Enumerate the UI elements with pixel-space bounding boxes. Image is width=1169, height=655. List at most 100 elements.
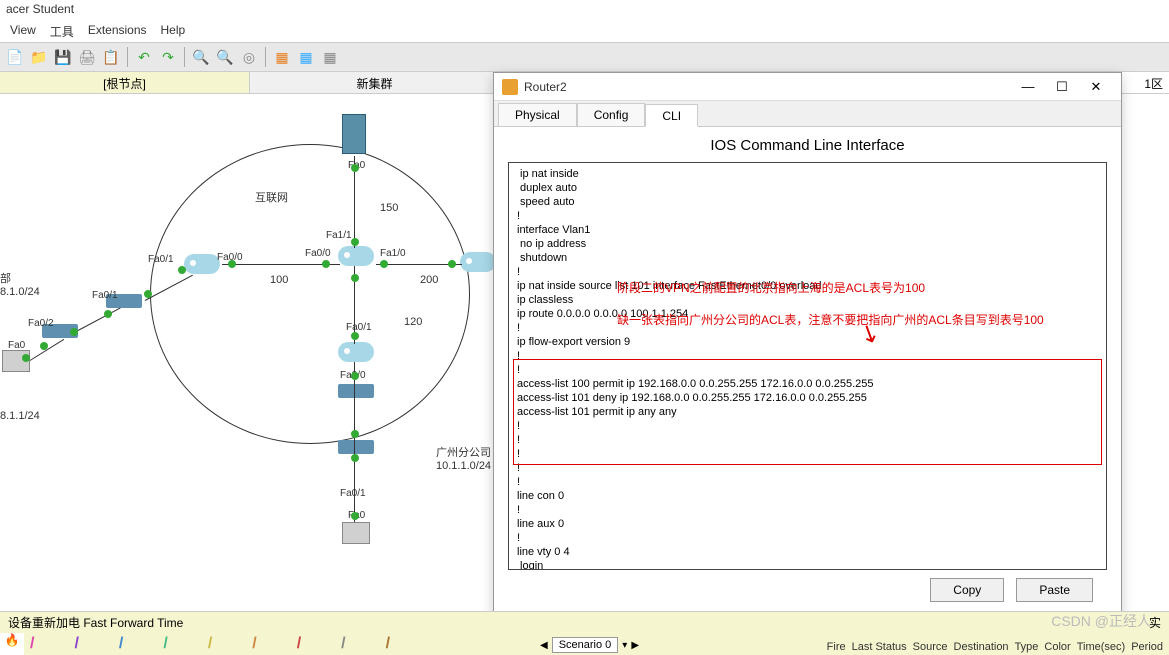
column-header: Destination [954,641,1009,653]
draw-color[interactable]: / [252,635,256,653]
link-status-icon [351,430,359,438]
toolbar: 📄📁💾🖨📋↶↷🔍🔍◎▦▦▦ [0,42,1169,72]
internet-label: 互联网 [255,189,288,205]
scenario-prev-icon[interactable]: ◀ [540,640,548,651]
zoom-in-icon[interactable]: 🔍 [190,46,212,68]
link-status-icon [380,260,388,268]
router2-tabs: Physical Config CLI [494,101,1121,127]
scenario-dropdown-icon[interactable]: ▾ [622,640,627,651]
menu-help[interactable]: Help [161,23,186,39]
link [30,339,64,361]
link-status-icon [322,260,330,268]
minimize-button[interactable]: — [1011,76,1045,98]
zoom-reset-icon[interactable]: ◎ [238,46,260,68]
link-status-icon [228,260,236,268]
zoom-out-icon[interactable]: 🔍 [214,46,236,68]
router2-window: Router2 — ☐ ✕ Physical Config CLI IOS Co… [493,72,1122,616]
copy-button[interactable]: Copy [930,578,1004,602]
link-status-icon [351,164,359,172]
column-header: Source [913,641,948,653]
column-header: Last Status [852,641,907,653]
port-label: Fa1/1 [326,230,352,241]
menu-extensions[interactable]: Extensions [88,23,147,39]
custom-icon[interactable]: ▦ [319,46,341,68]
router-center[interactable] [338,246,374,269]
draw-color[interactable]: / [74,635,78,653]
link-label: 120 [404,316,422,328]
app-icon [502,79,518,95]
grid-icon[interactable]: ▦ [295,46,317,68]
tab-physical[interactable]: Physical [498,103,577,126]
link-status-icon [70,328,78,336]
pc-gz[interactable] [342,522,370,547]
port-label: Fa0 [8,340,25,351]
redo-icon[interactable]: ↷ [157,46,179,68]
internet-circle [150,144,470,444]
link-status-icon [351,372,359,380]
tab-cluster[interactable]: 新集群 [250,72,500,93]
link-status-icon [40,342,48,350]
router-bottom[interactable] [338,342,374,365]
link-status-icon [351,274,359,282]
port-label: Fa0/1 [340,488,366,499]
link [354,362,355,522]
router-right[interactable] [460,252,496,275]
annotation-note1: 阶段二的VPN之前配置的北京指向上海的是ACL表号为100 [617,281,925,295]
link-status-icon [448,260,456,268]
title-bar: acer Student [0,0,1169,20]
port-label: Fa0/1 [346,322,372,333]
link-label: 150 [380,202,398,214]
scenario-next-icon[interactable]: ▶ [631,640,639,651]
link-label: 200 [420,274,438,286]
status-bar: 设备重新加电 Fast Forward Time 实 [0,611,1169,633]
link-status-icon [351,332,359,340]
paste-button[interactable]: Paste [1016,578,1093,602]
undo-icon[interactable]: ↶ [133,46,155,68]
status-text: 设备重新加电 Fast Forward Time [8,614,183,631]
draw-color[interactable]: / [386,635,390,653]
column-header: Fire [827,641,846,653]
router-left[interactable] [184,254,220,277]
switch-gz[interactable] [338,384,374,401]
new-icon[interactable]: 📄 [4,46,26,68]
tab-zone: 1区 [1138,72,1169,93]
draw-color[interactable]: / [119,635,123,653]
cli-terminal[interactable]: ip nat inside duplex auto speed auto ! i… [508,162,1107,570]
draw-color[interactable]: / [297,635,301,653]
column-header: Time(sec) [1077,641,1125,653]
open-icon[interactable]: 📁 [28,46,50,68]
menu-tools[interactable]: 工具 [50,23,74,39]
draw-color[interactable]: / [208,635,212,653]
draw-color[interactable]: / [30,635,34,653]
link-status-icon [178,266,186,274]
watermark: CSDN @正经人 [1051,611,1151,631]
maximize-button[interactable]: ☐ [1045,76,1079,98]
draw-color[interactable]: / [163,635,167,653]
color-swatches: / / / / / / / / / [4,635,390,653]
window-title: Router2 [524,80,1011,94]
gz-label: 广州分公司10.1.1.0/24 [436,444,491,472]
tab-cli[interactable]: CLI [645,104,698,127]
menu-view[interactable]: View [10,23,36,39]
fire-icon[interactable]: 🔥 [0,633,24,655]
palette-icon[interactable]: ▦ [271,46,293,68]
scenario-select[interactable]: Scenario 0 [552,637,619,653]
link-status-icon [351,454,359,462]
pdu-columns: FireLast StatusSourceDestinationTypeColo… [827,641,1163,653]
save-icon[interactable]: 💾 [52,46,74,68]
close-button[interactable]: ✕ [1079,76,1113,98]
draw-color[interactable]: / [341,635,345,653]
router2-titlebar[interactable]: Router2 — ☐ ✕ [494,73,1121,101]
port-label: Fa0/1 [92,290,118,301]
tab-root[interactable]: [根节点] [0,72,250,93]
link-status-icon [104,310,112,318]
tab-config[interactable]: Config [577,103,646,126]
link-status-icon [351,512,359,520]
annotation-note2: 缺一张表指向广州分公司的ACL表，注意不要把指向广州的ACL条目写到表号100 [617,313,1044,327]
copy-icon[interactable]: 📋 [100,46,122,68]
link [78,308,121,331]
server-device[interactable] [342,114,366,157]
link-status-icon [144,290,152,298]
print-icon[interactable]: 🖨 [76,46,98,68]
link-status-icon [351,238,359,246]
